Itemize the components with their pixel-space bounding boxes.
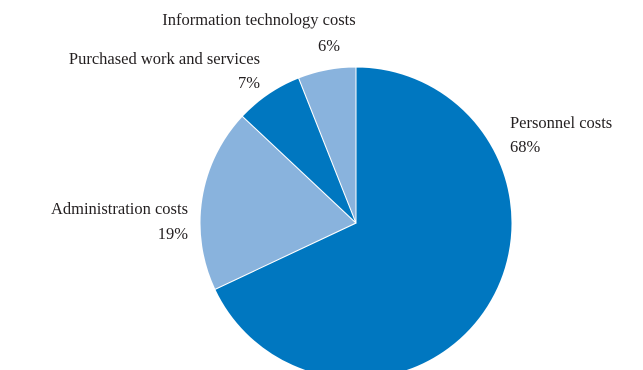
slice-percent-label: 19% <box>158 224 189 243</box>
pie-slices <box>199 66 513 370</box>
slice-name-label: Personnel costs <box>510 113 612 132</box>
slice-percent-label: 6% <box>318 36 340 55</box>
pie-slice-information-technology-costs <box>297 66 357 224</box>
pie-slice-administration-costs <box>199 115 357 291</box>
slice-name-label: Administration costs <box>51 199 188 218</box>
slice-name-label: Information technology costs <box>162 10 355 29</box>
pie-slice-personnel-costs <box>214 66 513 370</box>
pie-labels: Personnel costs 68% Administration costs… <box>51 10 612 243</box>
slice-percent-label: 7% <box>238 73 260 92</box>
slice-name-label: Purchased work and services <box>69 49 260 68</box>
slice-percent-label: 68% <box>510 137 541 156</box>
